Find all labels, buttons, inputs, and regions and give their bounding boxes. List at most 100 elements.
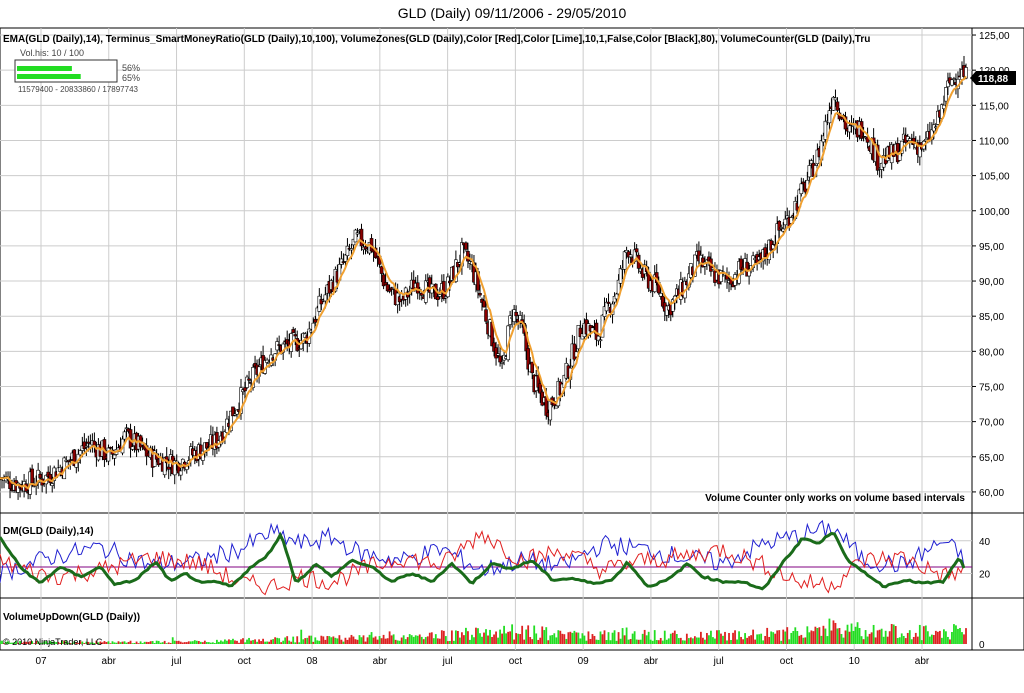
volume-bar (531, 639, 534, 644)
volume-bar (846, 624, 849, 644)
volume-bar (161, 642, 164, 644)
volume-bar (525, 629, 528, 644)
last-price-marker: 118,88 (970, 71, 1016, 86)
candle-body (807, 165, 812, 178)
time-tick-label: oct (509, 656, 523, 667)
volume-bar (527, 625, 530, 644)
volume-bar (808, 632, 811, 644)
volume-bar (922, 626, 925, 644)
candle-body (78, 450, 83, 456)
volume-bar (199, 641, 202, 644)
volume-bar (85, 641, 88, 644)
volume-bar (523, 639, 526, 644)
volume-bar (31, 641, 34, 644)
volume-bar (786, 627, 789, 644)
candle-body (719, 270, 723, 282)
volume-bar (934, 630, 937, 644)
volume-bar (127, 641, 130, 644)
volume-bar (882, 636, 885, 644)
candle-body (379, 266, 384, 274)
volume-bar (712, 637, 714, 644)
candle-body (763, 247, 767, 258)
volume-bar (499, 629, 501, 644)
volume-bar (932, 635, 935, 644)
volume-bar (438, 638, 441, 644)
volume-bar (145, 641, 148, 644)
volume-bar (872, 624, 875, 644)
dm-tick-label: 20 (979, 569, 991, 580)
candle-body (628, 254, 633, 258)
volume-bar (467, 631, 469, 644)
volume-bar (545, 627, 548, 644)
volume-bar (963, 634, 965, 644)
volume-bar (9, 642, 11, 644)
volume-bar (673, 630, 676, 644)
candle-body (205, 442, 209, 449)
volume-bar (135, 641, 138, 644)
volume-bar (248, 637, 250, 644)
volume-panel[interactable] (0, 597, 1024, 651)
volume-bar (366, 637, 369, 644)
volume-bar (459, 637, 461, 644)
volume-bar (97, 642, 100, 644)
volume-bar (702, 637, 704, 644)
volume-bar (890, 623, 893, 644)
candle-body (652, 274, 657, 293)
volume-bar (346, 639, 349, 644)
volume-bar (874, 637, 877, 644)
volume-bar (557, 630, 560, 644)
volume-bar (806, 626, 809, 644)
candle-body (664, 305, 669, 316)
volume-bar (591, 634, 594, 644)
volume-bar (738, 631, 740, 644)
candle-body (112, 454, 117, 459)
candle-body (616, 279, 621, 295)
time-tick-label: jul (442, 656, 453, 667)
volume-bar (151, 641, 154, 644)
volume-bar (561, 633, 564, 644)
volume-bar (117, 641, 120, 644)
time-tick-label: oct (238, 656, 252, 667)
volume-bar (123, 641, 126, 644)
volume-bar (454, 630, 457, 644)
volume-bar (481, 636, 483, 644)
volume-bar (726, 640, 728, 644)
volume-bar (17, 642, 19, 644)
volume-bar (581, 633, 584, 644)
volume-bar (804, 637, 807, 644)
candle-body (355, 232, 360, 235)
volume-bar (541, 626, 544, 644)
candle-body (496, 353, 500, 356)
volume-bar (844, 630, 847, 644)
volume-bar (503, 625, 505, 644)
price-tick-label: 65,00 (979, 453, 1004, 464)
volume-bar (834, 622, 837, 644)
volume-bar (637, 639, 640, 644)
volume-bar (103, 641, 106, 644)
volume-bar (904, 638, 907, 644)
candle-body (72, 449, 77, 467)
candle-body (178, 470, 183, 476)
time-tick-label: 08 (307, 656, 319, 667)
volume-bar (748, 636, 751, 644)
volume-bar (406, 637, 409, 644)
volume-bar (555, 637, 558, 644)
volume-bar (764, 635, 767, 644)
candle-body (508, 315, 512, 325)
volume-bar (330, 637, 333, 644)
volume-bar (316, 640, 319, 644)
candle-body (942, 104, 946, 110)
volume-bar (651, 640, 654, 644)
volume-bar (941, 637, 943, 644)
volume-bar (378, 636, 381, 644)
volume-bar (565, 638, 568, 644)
volume-bar (533, 625, 536, 644)
volume-bar (625, 627, 628, 644)
volume-bar (372, 637, 375, 644)
volume-bar (766, 627, 769, 644)
volume-bar (252, 640, 254, 644)
volume-bar (850, 623, 853, 644)
volume-bar (463, 635, 465, 644)
candle-body (323, 294, 328, 302)
volume-bar (700, 631, 702, 644)
